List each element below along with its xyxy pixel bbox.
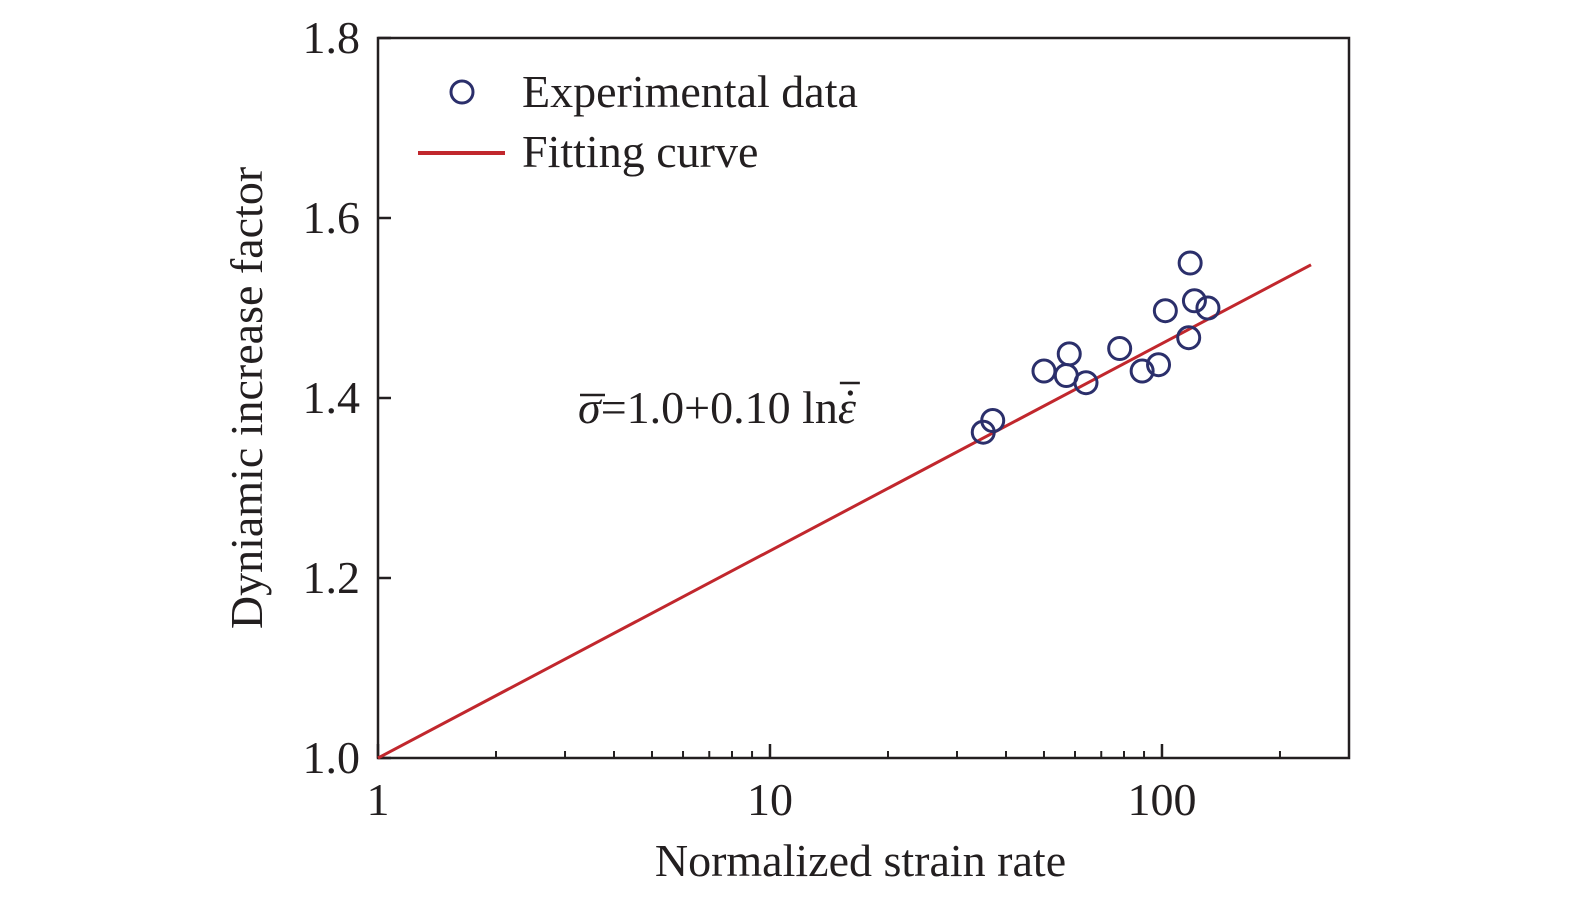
data-point-8	[1146, 352, 1172, 378]
legend-marker-experimental	[449, 79, 475, 105]
legend-label-fitting: Fitting curve	[522, 126, 758, 177]
equation-body: =1.0+0.10 ln	[601, 382, 838, 433]
legend: Experimental data Fitting curve	[418, 66, 858, 177]
x-axis-title: Normalized strain rate	[655, 835, 1066, 886]
data-point-7	[1129, 358, 1155, 384]
x-tick-label-0: 1	[367, 774, 390, 825]
fit-equation: σ=1.0+0.10 lnε	[578, 382, 857, 433]
fitting-curve-line	[377, 263, 1312, 760]
y-tick-label-0: 1.0	[303, 732, 361, 783]
fitting-curve-layer	[377, 263, 1312, 760]
y-tick-label-3: 1.6	[303, 192, 361, 243]
data-point-4	[1056, 341, 1082, 367]
equation-epsilon-dot: ε	[838, 382, 857, 433]
y-axis-title: Dyniamic increase factor	[221, 167, 272, 629]
x-tick-label-2: 100	[1127, 774, 1196, 825]
data-point-5	[1073, 370, 1099, 396]
axis-ticks: 1.0 1.2 1.4 1.6 1.8 1 10 100	[303, 12, 1350, 825]
data-point-10	[1176, 325, 1202, 351]
x-tick-label-1: 10	[747, 774, 793, 825]
experimental-points-layer	[970, 250, 1221, 445]
data-point-13	[1195, 295, 1221, 321]
data-point-9	[1152, 298, 1178, 324]
y-tick-label-1: 1.2	[303, 552, 361, 603]
epsilon-dot	[847, 390, 853, 396]
data-point-1	[980, 408, 1006, 433]
data-point-11	[1177, 250, 1203, 276]
y-tick-label-4: 1.8	[303, 12, 361, 63]
fit-equation-annotation: σ=1.0+0.10 lnε	[578, 381, 860, 433]
data-point-2	[1031, 358, 1057, 384]
data-point-12	[1181, 288, 1207, 314]
y-tick-label-2: 1.4	[303, 372, 361, 423]
data-point-6	[1107, 336, 1133, 361]
equation-sigma: σ	[578, 382, 603, 433]
legend-label-experimental: Experimental data	[522, 66, 858, 117]
